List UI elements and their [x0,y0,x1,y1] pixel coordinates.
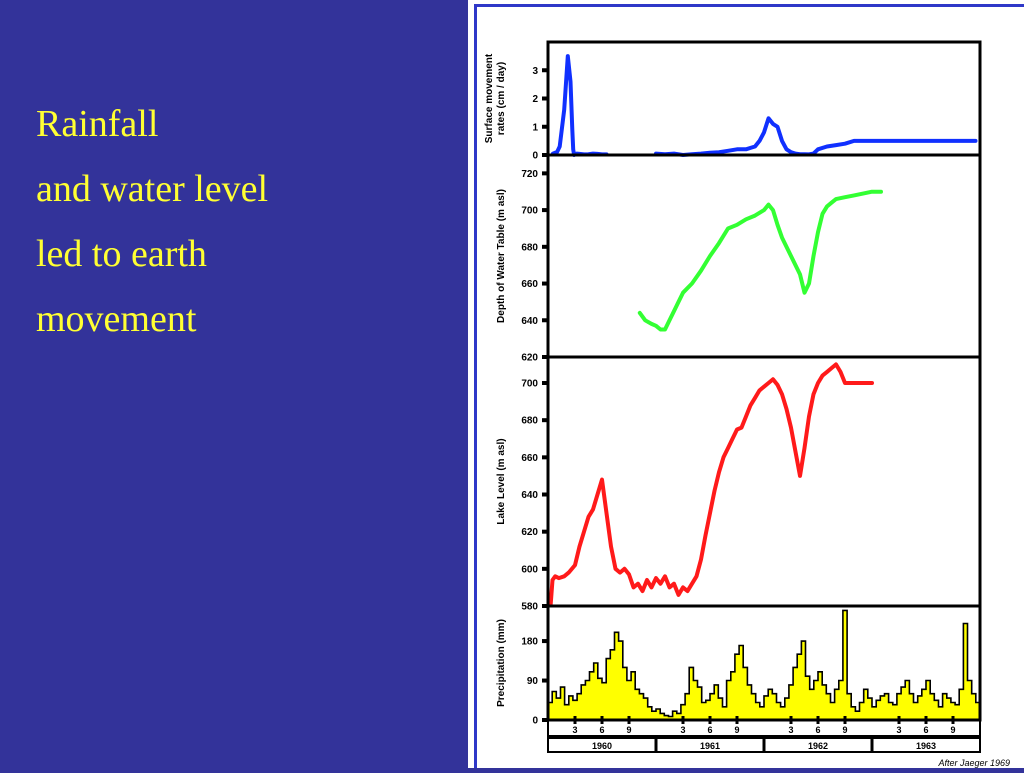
y-tick-label: 600 [521,564,538,575]
month-tick-label: 3 [896,725,901,735]
panel-frame [546,40,982,157]
y-tick-label: 700 [521,379,538,390]
slide-line: led to earth [36,233,207,275]
month-tick-label: 3 [572,725,577,735]
slide-line: Rainfall [36,103,159,145]
month-band [547,719,981,737]
y-tick-label: 620 [521,353,538,364]
month-tick-label: 6 [707,725,712,735]
panel-frame [546,153,982,359]
y-tick-label: 680 [521,416,538,427]
series-line [637,189,883,332]
y-tick-label: 90 [527,676,539,687]
x-axis: 3 6 9 1960 3 6 9 1961 3 6 9 1962 3 6 9 1963 [547,716,981,753]
year-label: 1962 [808,741,828,751]
y-tick-label: 720 [521,169,538,180]
series-line [548,362,874,607]
month-tick-label: 9 [734,725,739,735]
panel-3: 0 90 180 Precipitation (mm) [496,604,982,727]
y-tick-label: 3 [532,66,538,77]
month-tick-label: 6 [599,725,604,735]
y-tick-label: 640 [521,490,538,501]
figure: 0 1 2 3 Surface movement rates (cm / day) 620 6… [468,0,1024,768]
precipitation-bars [547,609,981,721]
panel-1: 620 640 660 680 700 720 Depth of Water Table (… [496,153,982,364]
month-tick-label: 9 [950,725,955,735]
y-tick-label: 700 [521,206,538,217]
slide-line: and water level [36,168,269,210]
y-tick-label: 0 [532,716,538,727]
year-label: 1961 [700,741,720,751]
month-tick-label: 6 [815,725,820,735]
y-tick-label: 680 [521,242,538,253]
series-line [551,54,978,157]
panel-0: 0 1 2 3 Surface movement rates (cm / day) [484,40,982,162]
y-tick-label: 180 [521,637,538,648]
month-tick-label: 9 [842,725,847,735]
month-tick-label: 3 [680,725,685,735]
panel-frame [546,355,982,608]
year-label: 1960 [592,741,612,751]
y-tick-label: 2 [532,94,538,105]
credit-text: After Jaeger 1969 [937,758,1010,768]
y-axis-label: Depth of Water Table (m asl) [496,189,507,323]
month-tick-label: 3 [788,725,793,735]
y-tick-label: 0 [532,151,538,162]
y-axis-label: Precipitation (mm) [496,619,507,707]
y-tick-label: 660 [521,453,538,464]
y-axis-label: Lake Level (m asl) [496,438,507,524]
y-axis-label: rates (cm / day) [496,62,507,135]
y-tick-label: 580 [521,602,538,613]
year-label: 1963 [916,741,936,751]
y-axis-label: Surface movement [484,53,495,143]
y-tick-label: 640 [521,316,538,327]
y-tick-label: 660 [521,279,538,290]
y-tick-label: 1 [532,122,538,133]
slide-line: movement [36,298,197,340]
slide-text: Rainfall and water level led to earth mo… [36,92,268,352]
month-tick-label: 6 [923,725,928,735]
y-tick-label: 620 [521,527,538,538]
month-tick-label: 9 [626,725,631,735]
panel-2: 580 600 620 640 660 680 700 Lake Level (m asl) [496,355,982,613]
